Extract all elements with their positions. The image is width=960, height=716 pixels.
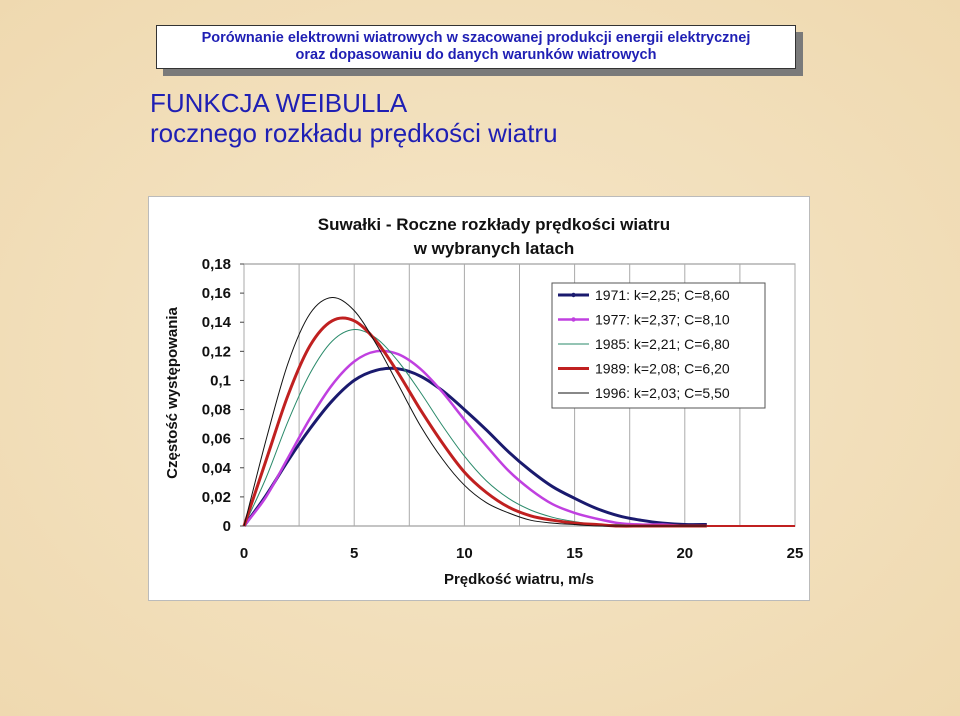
legend-label: 1989: k=2,08; C=6,20	[595, 361, 730, 377]
legend-label: 1996: k=2,03; C=5,50	[595, 385, 730, 401]
header-line-1: Porównanie elektrowni wiatrowych w szaco…	[201, 30, 751, 46]
legend: 1971: k=2,25; C=8,60 1977: k=2,37; C=8,10…	[558, 287, 730, 401]
chart-frame: 0 0,02 0,04 0,06 0,08 0,1 0,12 0,14 0,16 0,18 0 5 1…	[148, 196, 810, 601]
x-axis-label: Prędkość wiatru, m/s	[444, 571, 594, 588]
series-lines	[242, 296, 795, 528]
y-tick-label: 0,12	[202, 343, 231, 360]
weibull-chart: 0 0,02 0,04 0,06 0,08 0,1 0,12 0,14 0,16 0,18 0 5 1…	[164, 215, 804, 588]
x-axis: 0 5 10 15 20 25	[240, 545, 804, 562]
chart-title-line-2: w wybranych latach	[413, 239, 575, 258]
y-axis-label: Częstość występowania	[164, 306, 181, 478]
y-axis: 0 0,02 0,04 0,06 0,08 0,1 0,12 0,14 0,16 0,18	[202, 256, 244, 535]
legend-box	[551, 282, 766, 409]
header-line-2: oraz dopasowaniu do danych warunków wiat…	[295, 47, 657, 63]
x-tick-label: 25	[787, 545, 804, 562]
x-tick-label: 0	[240, 545, 248, 562]
page-heading: FUNKCJA WEIBULLA rocznego rozkładu prędk…	[150, 88, 558, 148]
x-tick-label: 10	[456, 545, 473, 562]
y-tick-label: 0,18	[202, 256, 231, 273]
legend-label: 1985: k=2,21; C=6,80	[595, 336, 730, 352]
series-line-2	[243, 349, 707, 528]
x-tick-label: 5	[350, 545, 358, 562]
x-tick-label: 20	[676, 545, 693, 562]
chart-title-line-1: Suwałki - Roczne rozkłady prędkości wiat…	[318, 215, 670, 234]
legend-marker	[571, 317, 576, 322]
x-tick-label: 15	[566, 545, 583, 562]
y-tick-label: 0,04	[202, 460, 232, 477]
y-tick-label: 0,02	[202, 489, 231, 506]
heading-line-2: rocznego rozkładu prędkości wiatru	[150, 118, 558, 148]
legend-label: 1977: k=2,37; C=8,10	[595, 312, 730, 328]
header-banner: Porównanie elektrowni wiatrowych w szaco…	[156, 25, 796, 69]
series-line-5	[243, 296, 707, 527]
heading-line-1: FUNKCJA WEIBULLA	[150, 88, 408, 118]
y-tick-label: 0	[223, 518, 231, 535]
y-tick-label: 0,06	[202, 431, 231, 448]
y-tick-label: 0,1	[210, 372, 231, 389]
legend-marker	[571, 292, 576, 298]
legend-label: 1971: k=2,25; C=8,60	[595, 287, 730, 303]
y-tick-label: 0,16	[202, 285, 231, 302]
y-tick-label: 0,14	[202, 314, 232, 331]
y-tick-label: 0,08	[202, 402, 231, 419]
series-line-1	[242, 366, 707, 527]
